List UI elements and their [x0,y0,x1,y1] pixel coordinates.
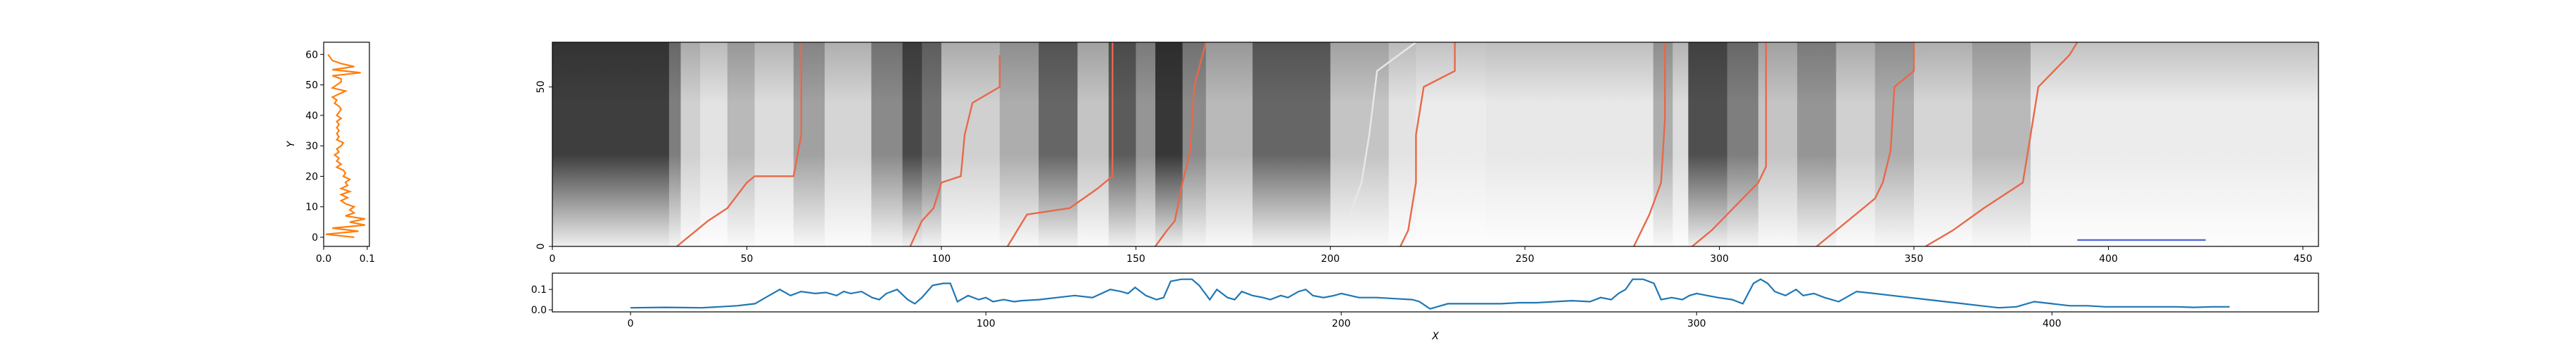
heatmap-path [1692,42,1768,246]
bottom-ytick-label: 0.0 [531,305,547,316]
main-xtick-label: 250 [1516,253,1535,265]
left-ytick-label: 0 [312,232,318,244]
left-panel-frame [323,42,370,247]
main-xtick-label: 150 [1127,253,1146,265]
heatmap-path [1006,42,1114,246]
main-xtick-label: 50 [741,253,754,265]
bottom-xtick-label: 200 [1332,318,1351,329]
left-ytick-label: 10 [305,202,318,213]
bottom-panel-xlabel: X [1431,331,1439,342]
left-ytick-label: 60 [305,49,318,61]
main-xtick-label: 450 [2294,253,2313,265]
main-xtick-label: 100 [932,253,951,265]
heatmap-path [676,42,803,246]
left-xtick-label: 0.1 [360,253,375,265]
bottom-xtick-label: 0 [628,318,634,329]
main-xtick-label: 200 [1321,253,1340,265]
main-xtick-label: 0 [550,253,556,265]
bottom-xtick-label: 400 [2043,318,2062,329]
heatmap-path [1400,42,1456,246]
left-ytick-label: 30 [305,141,318,152]
heatmap-path [1924,42,2079,246]
bottom-panel-ticks: 0 100 200 300 400 0.0 0.1 [531,284,2062,329]
main-panel-ticks: 0 50 100 150 200 250 300 350 400 450 0 50 [535,81,2312,265]
bottom-ytick-label: 0.1 [531,284,547,296]
bottom-xtick-label: 300 [1687,318,1706,329]
left-ytick-label: 20 [305,171,318,182]
main-xtick-label: 300 [1710,253,1729,265]
heatmap-path [1349,42,1417,215]
main-xtick-label: 400 [2099,253,2118,265]
main-ytick-label: 0 [535,244,547,250]
left-panel-ticks: 0 10 20 30 40 50 60 0.0 0.1 [305,49,375,265]
main-ytick-label: 50 [535,81,547,94]
left-profile-panel: 0 10 20 30 40 50 60 0.0 0.1 Y [286,42,375,265]
left-xtick-label: 0.0 [316,253,331,265]
main-xtick-label: 350 [1905,253,1924,265]
left-ytick-label: 50 [305,80,318,92]
heatmap-bottom-fade [552,42,2318,246]
left-panel-ylabel: Y [286,140,297,147]
main-panel-frame [552,42,2319,247]
left-ytick-label: 40 [305,111,318,122]
bottom-panel-frame [552,272,2319,313]
left-profile-line [325,54,366,239]
heatmap-path [1154,42,1207,246]
heatmap-path [1632,42,1666,246]
bottom-xtick-label: 100 [977,318,996,329]
bottom-profile-line [630,278,2230,310]
heatmap-path [909,55,1001,246]
heatmap-paths [676,42,2206,246]
heatmap-path [1816,42,1915,246]
bottom-profile-panel: 0 100 200 300 400 0.0 0.1 X [531,272,2319,342]
main-heatmap-panel: 0 50 100 150 200 250 300 350 400 450 0 50 [535,42,2319,265]
